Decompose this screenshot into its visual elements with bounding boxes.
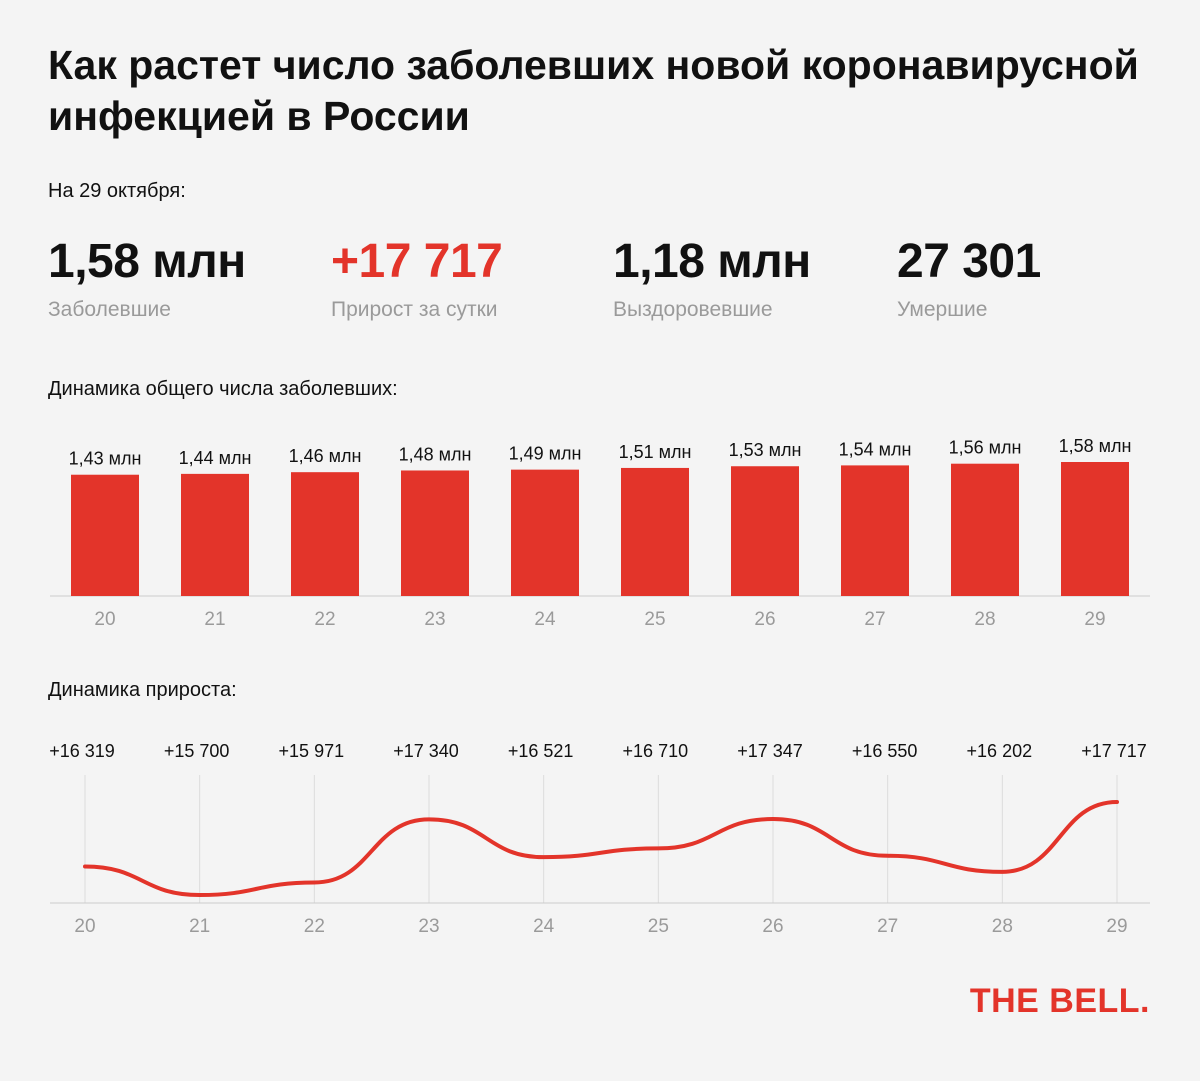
bar-23 — [401, 470, 469, 596]
bar-x-tick-label: 21 — [204, 609, 225, 630]
bar-value-label: 1,53 млн — [729, 440, 802, 460]
bar-22 — [291, 472, 359, 596]
line-value-label: +16 319 — [49, 741, 115, 761]
line-value-label: +16 521 — [508, 741, 574, 761]
bar-x-tick-label: 27 — [864, 609, 885, 630]
bar-21 — [181, 473, 249, 596]
line-value-label: +17 717 — [1081, 741, 1147, 761]
line-x-tick-label: 27 — [877, 916, 898, 937]
bar-x-tick-label: 23 — [424, 609, 445, 630]
bar-x-tick-label: 26 — [754, 609, 775, 630]
stat-daily-increase: +17 717 Прирост за сутки — [331, 232, 503, 322]
line-x-tick-label: 29 — [1106, 916, 1127, 937]
bar-29 — [1061, 462, 1129, 596]
stat-deaths-label: Умершие — [897, 298, 988, 321]
bar-24 — [511, 469, 579, 596]
bar-27 — [841, 465, 909, 596]
line-x-tick-label: 24 — [533, 916, 555, 937]
line-x-tick-label: 25 — [648, 916, 669, 937]
stat-daily-increase-label: Прирост за сутки — [331, 298, 498, 321]
line-x-tick-label: 21 — [189, 916, 210, 937]
bar-25 — [621, 467, 689, 596]
line-value-label: +16 550 — [852, 741, 918, 761]
bar-x-tick-label: 22 — [314, 609, 335, 630]
page-title: Как растет число заболевших новой корона… — [48, 42, 1139, 139]
stat-deaths-value: 27 301 — [897, 235, 1041, 288]
stat-recovered-value: 1,18 млн — [613, 235, 811, 288]
bar-chart-title: Динамика общего числа заболевших: — [48, 378, 398, 400]
line-x-tick-label: 26 — [762, 916, 783, 937]
line-value-label: +16 710 — [623, 741, 689, 761]
bar-value-label: 1,54 млн — [839, 439, 912, 459]
line-x-tick-label: 22 — [304, 916, 325, 937]
bar-value-label: 1,56 млн — [949, 438, 1022, 458]
bar-20 — [71, 474, 139, 596]
line-value-label: +17 347 — [737, 741, 803, 761]
bar-value-label: 1,46 млн — [289, 446, 362, 466]
stat-recovered-label: Выздоровевшие — [613, 298, 773, 321]
bar-x-tick-label: 29 — [1084, 609, 1105, 630]
line-x-tick-label: 28 — [992, 916, 1013, 937]
line-value-label: +15 700 — [164, 741, 230, 761]
bar-x-tick-label: 28 — [974, 609, 995, 630]
as-of-date: На 29 октября: — [48, 180, 186, 202]
bar-value-label: 1,49 млн — [509, 444, 582, 464]
stat-cases-label: Заболевшие — [48, 298, 171, 321]
bar-value-label: 1,48 млн — [399, 444, 472, 464]
line-x-tick-label: 20 — [74, 916, 95, 937]
bar-x-tick-label: 24 — [534, 609, 556, 630]
line-value-label: +17 340 — [393, 741, 459, 761]
line-x-tick-label: 23 — [418, 916, 439, 937]
line-series-daily-increase — [83, 800, 1119, 898]
stat-cases-value: 1,58 млн — [48, 235, 246, 288]
stat-cases: 1,58 млн Заболевшие — [48, 232, 246, 322]
stat-recovered: 1,18 млн Выздоровевшие — [613, 232, 811, 322]
bar-value-label: 1,51 млн — [619, 442, 692, 462]
line-chart-title: Динамика прироста: — [48, 679, 237, 701]
bar-28 — [951, 463, 1019, 596]
bar-value-label: 1,58 млн — [1059, 436, 1132, 456]
bar-x-tick-label: 25 — [644, 609, 665, 630]
line-value-label: +15 971 — [279, 741, 345, 761]
line-chart: +16 319 20 +15 700 21 +15 971 22 +17 340 23 +16 … — [49, 741, 1150, 937]
bar-x-tick-label: 20 — [94, 609, 115, 630]
bar-26 — [731, 466, 799, 596]
the-bell-logo: THE BELL. — [969, 982, 1150, 1020]
line-value-label: +16 202 — [967, 741, 1033, 761]
bar-value-label: 1,44 млн — [179, 448, 252, 468]
bar-value-label: 1,43 млн — [69, 449, 142, 469]
stat-daily-increase-value: +17 717 — [331, 235, 503, 288]
bar-chart: 1,43 млн 20 1,44 млн 21 1,46 млн 22 1,48 млн 23… — [50, 436, 1150, 630]
stat-deaths: 27 301 Умершие — [897, 232, 1041, 322]
